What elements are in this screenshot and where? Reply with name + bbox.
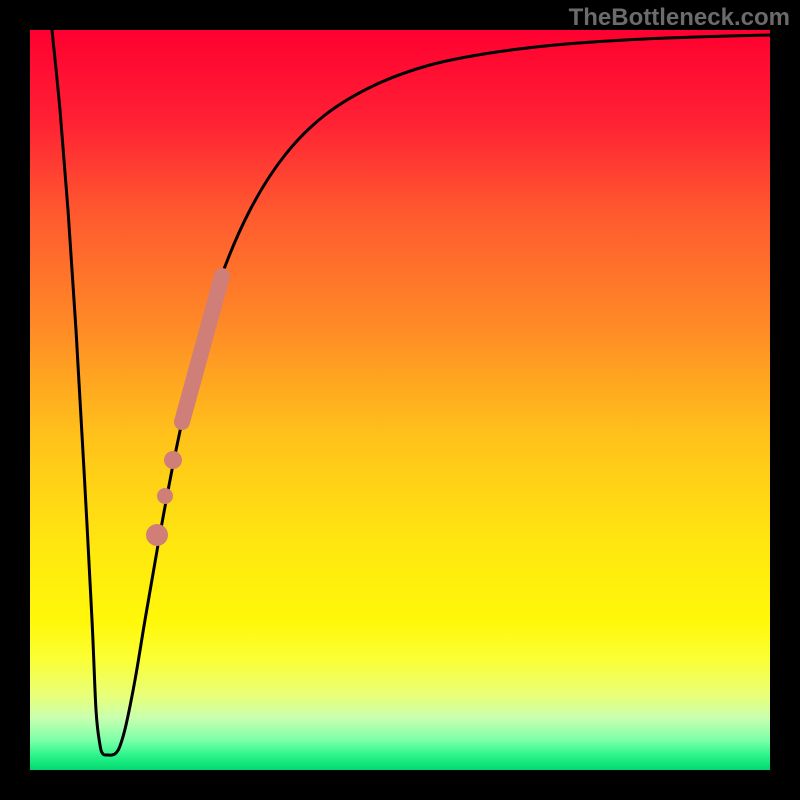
plot-area bbox=[30, 30, 770, 770]
watermark-text: TheBottleneck.com bbox=[569, 4, 790, 32]
chart-curve-layer bbox=[30, 30, 770, 770]
highlight-dot bbox=[146, 524, 168, 546]
highlight-segment bbox=[182, 276, 222, 422]
chart-frame: TheBottleneck.com bbox=[0, 0, 800, 800]
highlight-dot bbox=[157, 488, 173, 504]
bottleneck-curve bbox=[52, 30, 770, 755]
highlight-dot bbox=[164, 451, 182, 469]
